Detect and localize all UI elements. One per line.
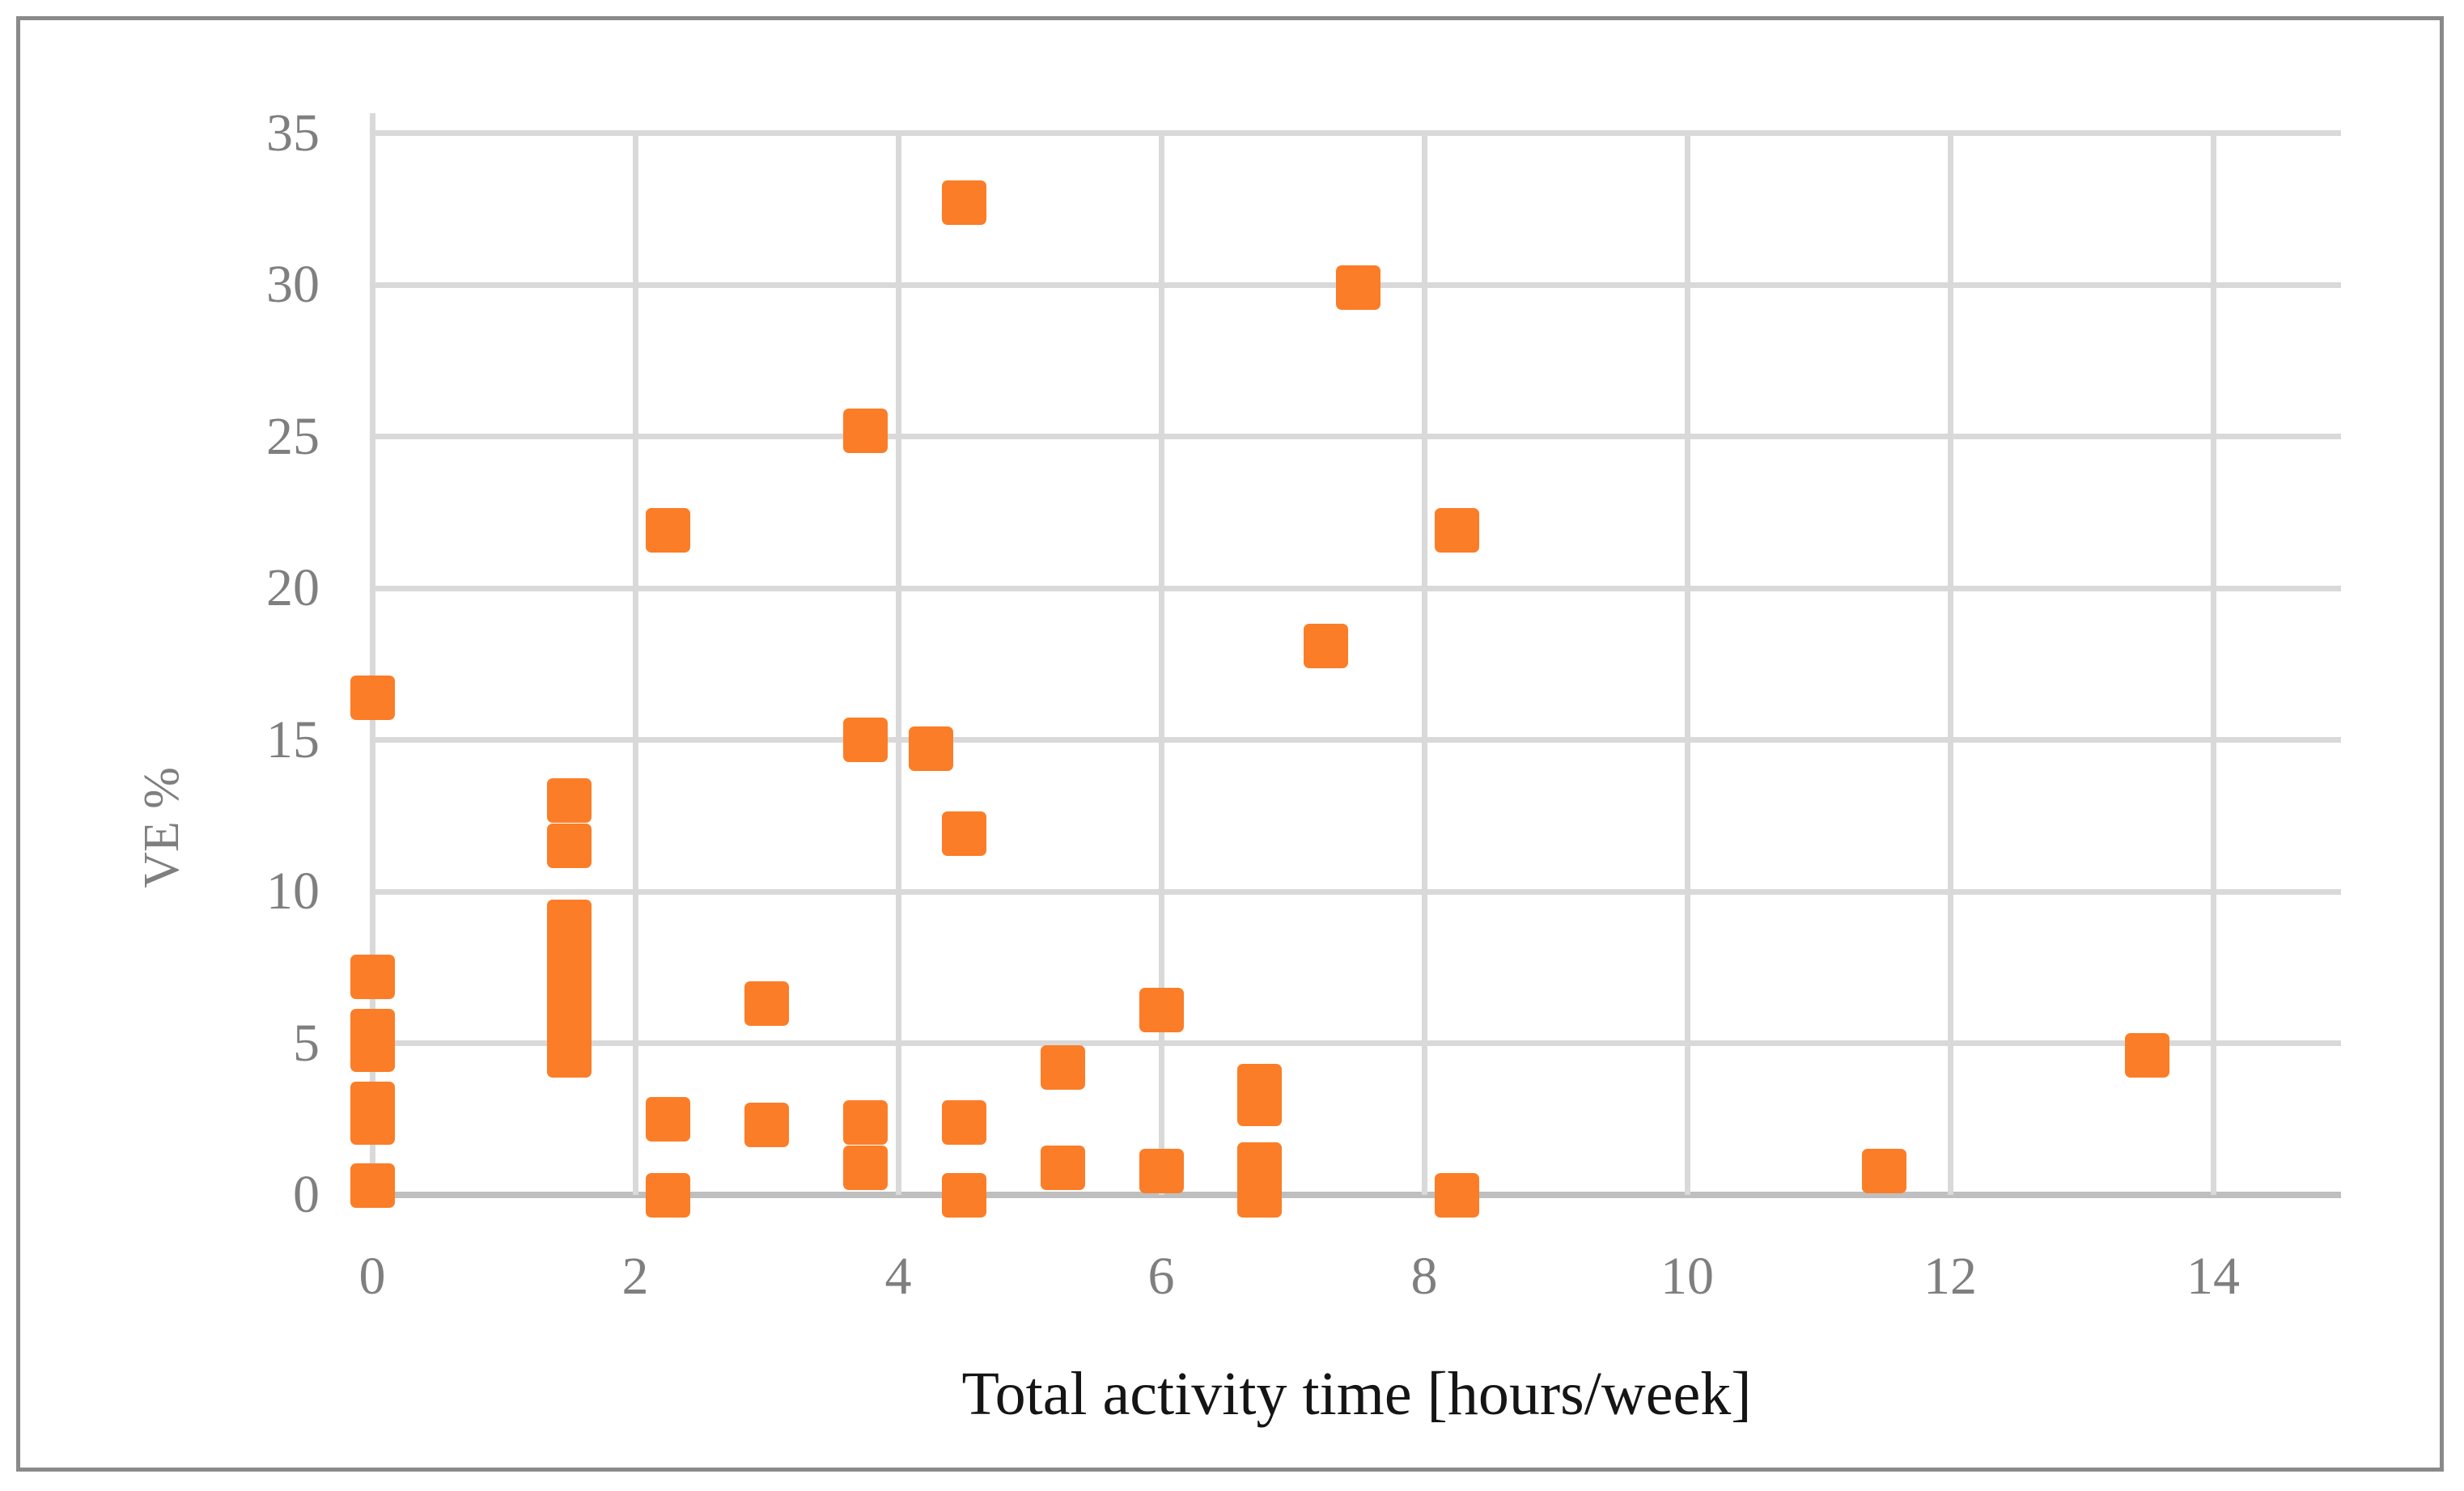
x-tick-label: 2 [621,1247,649,1306]
y-axis-line [369,113,375,1195]
data-point-marker [941,811,986,857]
data-point-marker [744,1103,789,1148]
y-tick-label: 35 [266,103,320,163]
data-point-marker [1139,987,1184,1032]
data-point-marker [646,508,691,553]
gridline-y-20 [372,585,2341,591]
gridline-x-4 [895,133,901,1195]
y-tick-label: 15 [266,709,320,769]
y-tick-label: 5 [293,1013,320,1073]
data-point-marker [646,1096,691,1142]
data-point-marker [842,1099,888,1145]
x-tick-label: 14 [2186,1247,2240,1306]
data-point-marker [1862,1148,1907,1193]
data-point-marker [909,726,954,772]
data-point-marker [1435,1172,1480,1218]
data-point-marker [1139,1148,1184,1193]
x-tick-label: 6 [1147,1247,1175,1306]
data-point-marker [350,1099,395,1145]
data-point-marker [350,675,395,720]
data-point-marker [941,1172,986,1218]
y-tick-label: 25 [266,406,320,466]
data-point-marker [1237,1082,1283,1126]
data-point-marker [744,981,789,1027]
y-tick-label: 10 [266,862,320,921]
data-point-marker [1040,1045,1085,1090]
gridline-y-15 [372,737,2341,743]
gridline-x-6 [1158,133,1164,1195]
x-tick-label: 10 [1660,1247,1714,1306]
data-point-marker [547,1033,592,1078]
data-point-marker [842,1145,888,1190]
data-point-marker [547,778,592,823]
y-axis-title: VE % [134,767,189,888]
data-point-marker [2125,1033,2170,1078]
data-point-marker [842,408,888,453]
gridline-x-2 [632,133,638,1195]
gridline-x-10 [1684,133,1690,1195]
data-point-marker [1303,623,1348,668]
data-point-marker [842,718,888,762]
data-point-marker [547,824,592,869]
gridline-x-12 [1947,133,1953,1195]
x-axis-title: Total activity time [hours/week] [961,1360,1752,1428]
y-tick-label: 20 [266,558,320,617]
figure-border [16,16,2444,1472]
data-point-marker [1435,508,1480,553]
gridline-y-35 [372,130,2341,136]
data-point-marker [1040,1145,1085,1190]
data-point-marker [350,1163,395,1209]
data-point-marker [1237,1172,1283,1218]
x-tick-label: 4 [884,1247,912,1306]
x-tick-label: 0 [358,1247,386,1306]
gridline-y-10 [372,888,2341,895]
data-point-marker [350,1027,395,1072]
y-tick-label: 30 [266,255,320,314]
data-point-marker [1336,265,1381,311]
y-tick-label: 0 [293,1165,320,1224]
x-axis-baseline [369,1192,2341,1198]
data-point-marker [350,954,395,999]
gridline-x-14 [2210,133,2216,1195]
x-tick-label: 8 [1410,1247,1438,1306]
data-point-marker [646,1172,691,1218]
data-point-marker [941,180,986,226]
x-tick-label: 12 [1923,1247,1977,1306]
gridline-y-5 [372,1040,2341,1046]
gridline-y-25 [372,434,2341,439]
data-point-marker [941,1099,986,1145]
gridline-x-8 [1421,133,1427,1195]
